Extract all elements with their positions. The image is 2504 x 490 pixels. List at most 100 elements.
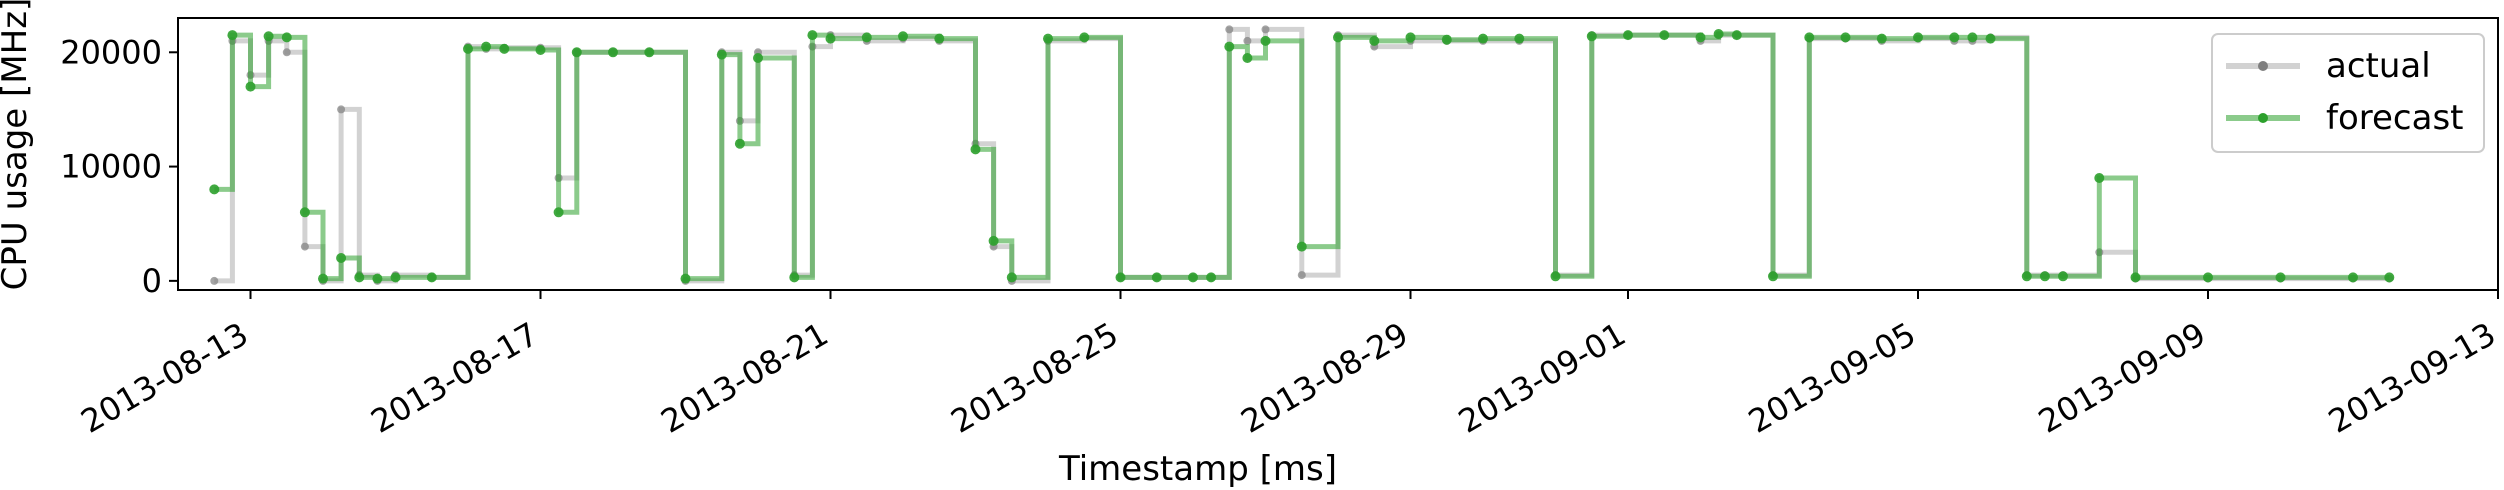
data-point-forecast [1731, 30, 1742, 41]
data-point-forecast [1151, 272, 1162, 283]
series-forecast [209, 29, 2395, 284]
data-point-forecast [1441, 34, 1452, 45]
data-point-forecast [789, 272, 800, 283]
data-point-forecast [608, 47, 618, 58]
data-point-forecast [716, 49, 727, 60]
legend-marker-forecast [2258, 113, 2268, 123]
data-point-forecast [1260, 35, 1271, 46]
data-point-forecast [644, 47, 655, 58]
data-point-forecast [1913, 32, 1923, 43]
data-point-forecast [1006, 272, 1017, 283]
data-point-forecast [1188, 272, 1198, 283]
data-point-forecast [934, 33, 945, 44]
data-point-actual [210, 276, 219, 285]
data-point-forecast [299, 207, 310, 218]
data-point-forecast [734, 138, 745, 149]
data-point-forecast [1369, 35, 1380, 46]
x-tick-label: 2013-08-21 [654, 315, 834, 441]
data-point-forecast [1079, 32, 1090, 43]
data-point-actual [282, 48, 291, 57]
data-point-forecast [1967, 32, 1978, 43]
data-point-forecast [1296, 241, 1307, 252]
data-point-forecast [1623, 30, 1633, 41]
data-point-forecast [426, 272, 437, 283]
data-point-forecast [1876, 33, 1887, 44]
data-point-forecast [336, 253, 347, 263]
data-point-forecast [245, 81, 256, 92]
data-point-forecast [2203, 272, 2213, 283]
data-point-forecast [1043, 33, 1053, 44]
legend-label-forecast: forecast [2326, 98, 2464, 138]
data-point-forecast [553, 207, 564, 218]
legend-box [2211, 33, 2485, 153]
data-point-forecast [680, 273, 691, 284]
data-point-forecast [209, 184, 220, 195]
legend-marker-actual [2258, 61, 2268, 71]
data-point-actual [1261, 25, 1270, 34]
series-line-forecast [214, 31, 2390, 282]
data-point-forecast [2384, 272, 2395, 283]
data-point-forecast [281, 32, 292, 43]
x-tick-label: 2013-09-01 [1452, 315, 1632, 441]
x-axis: 2013-08-13 2013-08-17 2013-08-21 2013-08-25… [74, 290, 2502, 441]
data-point-forecast [1514, 33, 1525, 44]
data-point-forecast [2039, 271, 2050, 282]
data-point-actual [337, 105, 346, 114]
data-point-forecast [2130, 272, 2141, 283]
legend: actual forecast [2211, 33, 2485, 153]
plot-frame [177, 17, 2499, 291]
data-point-forecast [372, 273, 383, 284]
data-point-forecast [1405, 32, 1416, 43]
legend-label-actual: actual [2326, 46, 2431, 86]
data-point-forecast [2021, 271, 2032, 282]
data-point-forecast [2348, 272, 2358, 283]
data-point-forecast [1804, 32, 1815, 43]
data-point-forecast [2275, 272, 2286, 283]
data-point-forecast [1586, 31, 1597, 42]
data-point-forecast [481, 41, 492, 52]
series-layer [209, 25, 2395, 285]
data-point-forecast [825, 33, 836, 44]
data-point-forecast [2058, 271, 2068, 282]
data-point-forecast [463, 43, 473, 54]
data-point-forecast [318, 273, 328, 284]
data-point-forecast [354, 272, 365, 283]
data-point-forecast [753, 53, 763, 63]
data-point-actual [1297, 271, 1306, 280]
data-point-forecast [263, 31, 274, 42]
data-point-forecast [807, 30, 818, 41]
x-tick-label: 2013-09-13 [2322, 315, 2502, 441]
data-point-forecast [1242, 53, 1253, 63]
y-axis-title: CPU usage [MHz] [0, 0, 35, 290]
data-point-forecast [1949, 32, 1960, 43]
x-tick-label: 2013-08-25 [944, 315, 1124, 441]
data-point-forecast [1985, 33, 1996, 44]
data-point-forecast [390, 272, 401, 283]
data-point-forecast [499, 43, 510, 54]
x-tick-label: 2013-08-29 [1234, 315, 1414, 441]
data-point-forecast [1659, 30, 1670, 41]
y-tick-label: 10000 [60, 148, 162, 186]
data-point-forecast [1333, 32, 1343, 43]
data-point-forecast [898, 31, 908, 42]
data-point-actual [1225, 25, 1234, 34]
data-point-forecast [1768, 271, 1778, 282]
x-tick-label: 2013-08-13 [74, 315, 254, 441]
data-point-forecast [571, 47, 582, 58]
x-tick-label: 2013-08-17 [364, 315, 544, 441]
data-point-forecast [861, 32, 872, 43]
data-point-forecast [1224, 41, 1235, 52]
x-tick-label: 2013-09-09 [2032, 315, 2212, 441]
data-point-actual [300, 242, 309, 251]
data-point-forecast [1695, 32, 1706, 43]
data-point-forecast [970, 144, 981, 155]
data-point-forecast [535, 45, 546, 55]
y-tick-label: 0 [142, 262, 162, 300]
data-point-forecast [1713, 29, 1724, 39]
data-point-forecast [1840, 32, 1851, 43]
y-tick-label: 20000 [60, 33, 162, 71]
data-point-forecast [1206, 272, 1217, 283]
data-point-actual [1243, 36, 1252, 45]
x-tick-label: 2013-09-05 [1742, 315, 1922, 441]
